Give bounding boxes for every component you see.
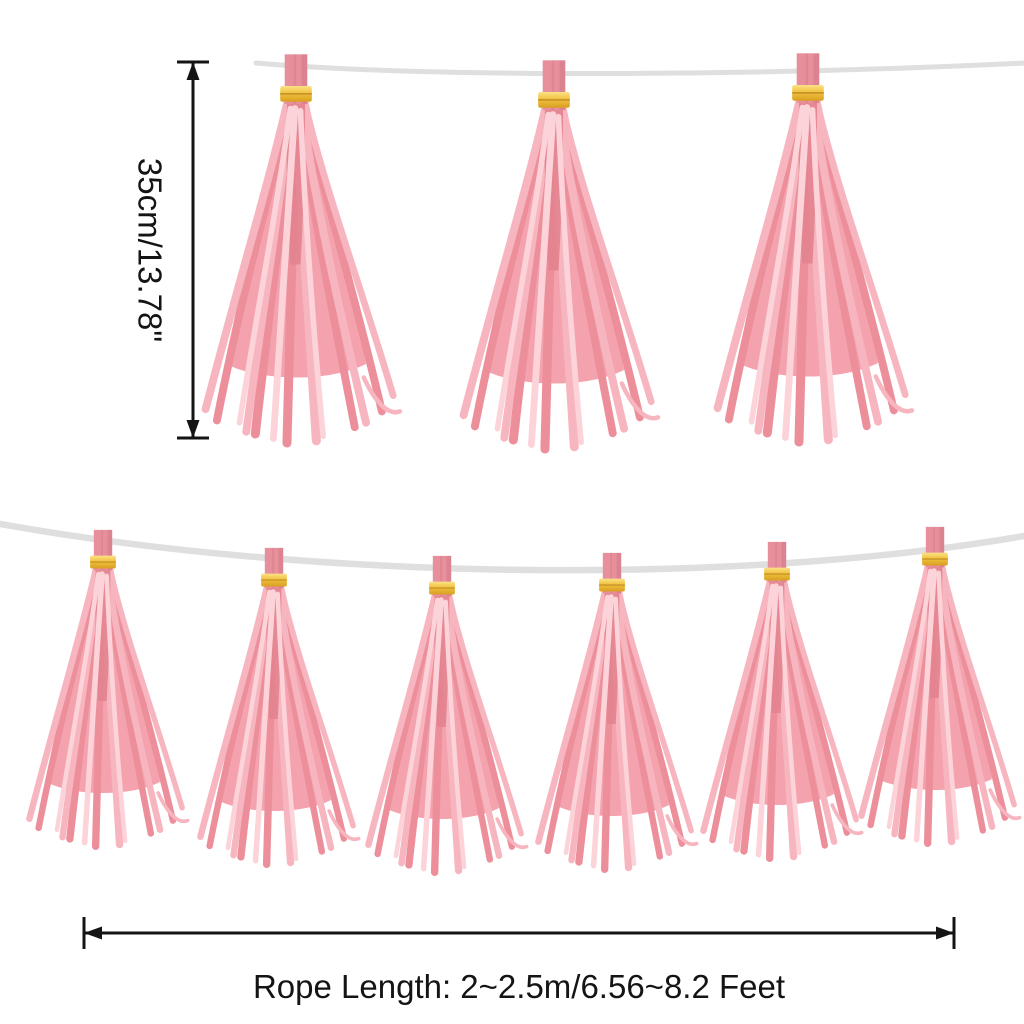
rope-length-label: Rope Length: 2~2.5m/6.56~8.2 Feet [253,968,785,1005]
tassel [538,553,696,869]
tassel [464,60,658,449]
tassel [703,542,861,858]
tassel [200,548,358,864]
arrow-right-icon [936,926,954,940]
arrow-up-icon [186,62,200,80]
tassel [368,556,526,872]
tassel [29,530,187,846]
height-dimension: 35cm/13.78" [132,60,209,440]
arrow-down-icon [186,420,200,438]
rope-length-dimension: Rope Length: 2~2.5m/6.56~8.2 Feet [82,917,956,1005]
tassel [861,527,1019,843]
rope-bottom [0,520,1024,574]
garland-bottom [29,527,1019,872]
rope-top [253,60,1024,76]
arrow-left-icon [84,926,102,940]
tassel [206,54,400,443]
garland-top [206,53,912,449]
tassel [718,53,912,442]
tassel-height-label: 35cm/13.78" [132,158,169,342]
